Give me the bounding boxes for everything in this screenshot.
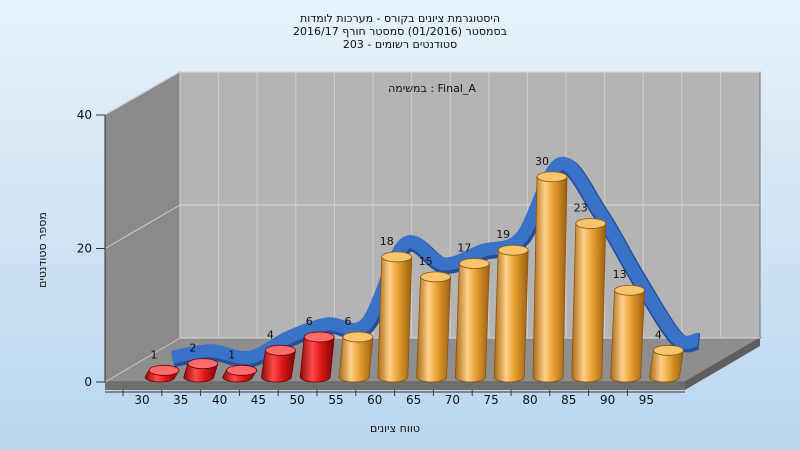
- x-axis-title: טווח ציונים: [370, 422, 420, 435]
- chart-title-line-3: 203 - סטודנטים רשומים: [343, 38, 457, 51]
- bar-top: [264, 344, 296, 356]
- data-label: 18: [380, 235, 394, 248]
- bar: [260, 344, 296, 383]
- data-label: 23: [574, 201, 588, 214]
- data-label: 17: [457, 242, 471, 255]
- data-label: 1: [228, 348, 235, 361]
- bar-body: [571, 223, 607, 383]
- data-label: 1: [151, 348, 158, 361]
- bar-body: [454, 263, 490, 383]
- bar-top: [187, 358, 219, 370]
- bar: [144, 364, 180, 383]
- bar-body: [532, 176, 568, 383]
- data-label: 15: [419, 255, 433, 268]
- floor-front-edge: [105, 382, 685, 390]
- x-tick-label: 35: [173, 393, 188, 407]
- y-tick-label: 0: [84, 375, 92, 389]
- bar-top: [458, 258, 490, 269]
- bar-body: [493, 250, 529, 383]
- grid-line-side: [104, 204, 181, 249]
- bar: [454, 258, 490, 383]
- x-tick-label: 80: [522, 393, 537, 407]
- x-tick-label: 30: [134, 393, 149, 407]
- axes: 0 20 40 30 35 40 45 50 55 60 65 70 75 80 85 90 95: [77, 108, 685, 407]
- bar-top: [497, 244, 529, 256]
- bar-body: [610, 290, 645, 383]
- grid-line-side: [104, 337, 181, 383]
- bar-top: [342, 331, 374, 343]
- value-labels: 1 2 1 4 6 6 18 15 17 19 30 23 13 4: [151, 155, 662, 362]
- x-tick-label: 40: [212, 393, 227, 407]
- bar-top: [420, 271, 452, 283]
- x-tick-label: 45: [251, 393, 266, 407]
- bar: [338, 331, 374, 383]
- bar: [571, 218, 607, 383]
- bars: [144, 171, 684, 383]
- bar-body: [377, 256, 413, 383]
- bar-body: [416, 276, 451, 383]
- x-tick-label: 50: [290, 393, 305, 407]
- bar: [610, 284, 645, 383]
- task-label: במשימה : Final_A: [388, 82, 476, 95]
- x-tick-label: 60: [367, 393, 382, 407]
- bar-body: [299, 336, 335, 383]
- bar: [532, 171, 568, 383]
- x-tick-label: 65: [406, 393, 421, 407]
- bar-top: [148, 364, 180, 376]
- bar-top: [303, 331, 335, 343]
- bar: [299, 331, 335, 383]
- x-tick-label: 90: [600, 393, 615, 407]
- data-label: 4: [267, 328, 274, 341]
- x-tick-label: 55: [328, 393, 343, 407]
- y-tick-label: 40: [77, 108, 92, 122]
- x-tick-label: 85: [561, 393, 576, 407]
- bar: [493, 244, 529, 383]
- data-label: 2: [189, 342, 196, 355]
- bar-top: [575, 218, 607, 229]
- x-tick-label: 70: [445, 393, 460, 407]
- floor-side-edge: [685, 338, 760, 390]
- y-tick-label: 20: [77, 242, 92, 256]
- y-axis-title: מספר סטודנטים: [36, 212, 49, 288]
- x-tick-label: 75: [484, 393, 499, 407]
- bar: [183, 358, 219, 383]
- bar-top: [226, 364, 258, 376]
- bar-top: [614, 284, 645, 296]
- bar-body: [338, 336, 374, 383]
- data-label: 6: [345, 315, 352, 328]
- bar: [416, 271, 452, 383]
- data-label: 30: [535, 155, 549, 168]
- bar-top: [536, 171, 568, 183]
- data-label: 6: [306, 315, 313, 328]
- bar-top: [381, 251, 413, 263]
- chart-title-line-2: בסמסטר (01/2016) סמסטר חורף 2016/17: [293, 25, 507, 38]
- bar-top: [653, 344, 684, 356]
- bar: [377, 251, 413, 383]
- bar: [648, 344, 684, 383]
- bar: [222, 364, 258, 383]
- data-label: 4: [655, 328, 662, 341]
- x-tick-label: 95: [639, 393, 654, 407]
- chart-title-line-1: היסטוגרמת ציונים בקורס - מערכות לומדות: [300, 12, 500, 25]
- grid-line-side: [104, 71, 181, 116]
- data-label: 19: [496, 228, 510, 241]
- data-label: 13: [613, 268, 627, 281]
